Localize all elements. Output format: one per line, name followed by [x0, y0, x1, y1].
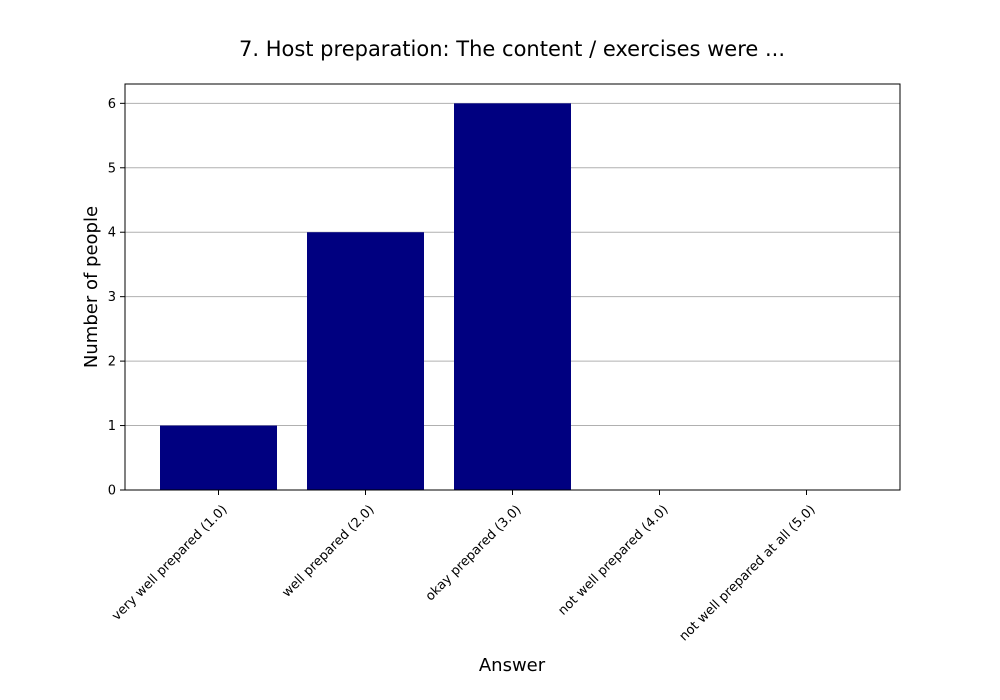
y-tick-label-6: 6 — [108, 97, 116, 112]
y-tick-label-5: 5 — [108, 161, 116, 176]
x-axis-ticks: very well prepared (1.0) well prepared (2… — [109, 490, 819, 644]
x-tick-label-2: well prepared (2.0) — [279, 502, 377, 600]
x-tick-label-4: not well prepared (4.0) — [555, 502, 671, 618]
y-tick-label-2: 2 — [108, 355, 116, 370]
y-tick-label-1: 1 — [108, 419, 116, 434]
bar-2 — [307, 232, 424, 490]
y-tick-label-4: 4 — [108, 226, 116, 241]
x-tick-label-1: very well prepared (1.0) — [109, 502, 230, 623]
y-tick-label-0: 0 — [108, 484, 116, 499]
y-tick-label-3: 3 — [108, 290, 116, 305]
bar-3 — [454, 103, 571, 490]
x-tick-label-5: not well prepared at all (5.0) — [677, 502, 819, 644]
y-axis-ticks: 0 1 2 3 4 5 6 — [108, 97, 125, 499]
bar-1 — [160, 425, 277, 490]
bars — [160, 103, 571, 490]
chart-title: 7. Host preparation: The content / exerc… — [239, 37, 785, 61]
x-axis-title: Answer — [479, 655, 546, 676]
x-tick-label-3: okay prepared (3.0) — [423, 502, 525, 604]
y-axis-title: Number of people — [81, 206, 102, 368]
